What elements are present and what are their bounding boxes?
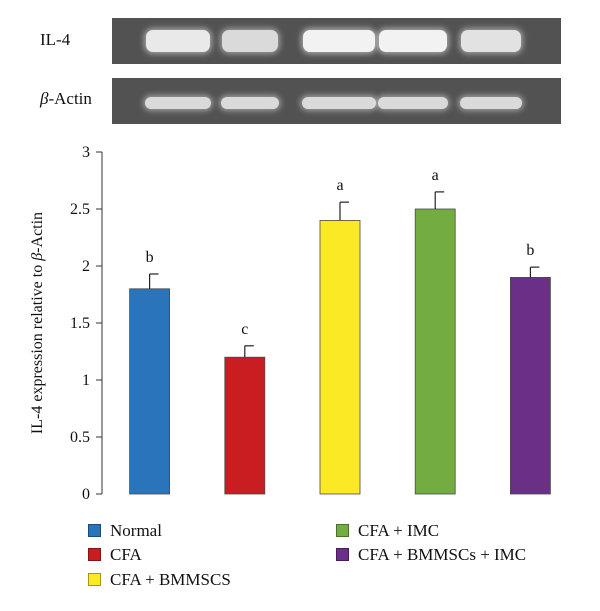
bar-3	[319, 220, 361, 495]
blot-label-actin: β-Actin	[40, 89, 92, 109]
y-tick-label: 1.5	[70, 315, 90, 332]
blot-band	[379, 30, 447, 52]
y-tick-label: 2.5	[70, 201, 90, 218]
y-tick-label: 0	[82, 486, 90, 503]
legend-swatch-cfa	[88, 547, 101, 561]
legend-label-cfa: CFA	[110, 545, 142, 564]
bar-2	[224, 356, 266, 495]
blot-band	[460, 97, 522, 109]
y-axis-title-greek: β	[29, 253, 46, 262]
blot-band	[146, 30, 210, 52]
significance-letter: b	[526, 242, 534, 259]
legend-item-normal: Normal	[88, 521, 162, 541]
legend-item-cfa-bmmscs-imc: CFA + BMMSCs + IMC	[336, 545, 526, 565]
bar-1	[129, 288, 171, 495]
legend-label-normal: Normal	[110, 521, 162, 540]
legend-item-cfa: CFA	[88, 545, 142, 565]
significance-letter: a	[336, 177, 343, 194]
y-tick-label: 1	[82, 372, 90, 389]
legend-item-cfa-imc: CFA + IMC	[336, 521, 439, 541]
y-axis-title-suffix: -Actin	[29, 212, 46, 253]
blot-band	[221, 97, 279, 109]
blot-band	[303, 30, 375, 52]
y-tick-label: 0.5	[70, 429, 90, 446]
blot-label-il4: IL-4	[40, 30, 70, 50]
y-tick-label: 3	[82, 144, 90, 161]
significance-letter: b	[146, 249, 154, 266]
blot-strip-il4	[112, 18, 561, 64]
blot-band	[145, 97, 211, 109]
bar-chart: 0 0.5 1 1.5 2 2.5 3 IL-4 expression relative to…	[29, 144, 551, 503]
blot-label-actin-text: -Actin	[48, 89, 92, 108]
bar-5	[509, 276, 551, 495]
y-tick-label: 2	[82, 258, 90, 275]
blot-band	[461, 30, 521, 52]
significance-letter: c	[241, 321, 248, 338]
legend-label-cfa-bmmscs: CFA + BMMSCS	[110, 570, 231, 589]
legend-label-cfa-imc: CFA + IMC	[358, 521, 440, 540]
bar-4	[414, 208, 456, 495]
legend-swatch-cfa-bmmscs-imc	[336, 547, 349, 561]
legend-label-cfa-bmmscs-imc: CFA + BMMSCs + IMC	[358, 545, 527, 564]
blot-label-actin-greek: β	[40, 89, 49, 108]
y-axis-title: IL-4 expression relative to β-Actin	[29, 212, 46, 434]
blot-band	[302, 97, 376, 109]
legend-swatch-cfa-imc	[336, 523, 349, 537]
significance-letter: a	[432, 167, 439, 184]
blot-strip-actin	[112, 78, 561, 124]
legend-swatch-normal	[88, 523, 101, 537]
y-axis-title-main: IL-4 expression relative to	[29, 261, 46, 434]
legend-swatch-cfa-bmmscs	[88, 572, 101, 586]
blot-band	[378, 97, 448, 109]
blot-band	[222, 30, 278, 52]
blot-label-il4-text: IL-4	[40, 30, 71, 49]
legend-item-cfa-bmmscs: CFA + BMMSCS	[88, 570, 231, 590]
